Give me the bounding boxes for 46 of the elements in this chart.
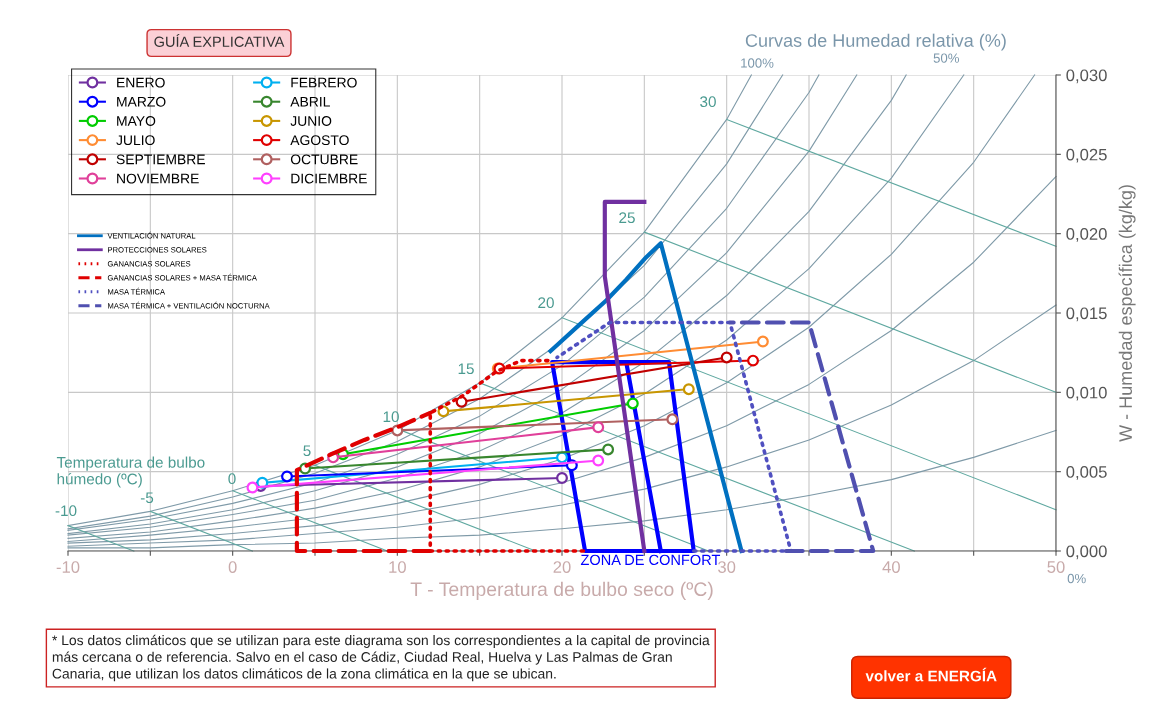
legend-title: GUÍA EXPLICATIVA [154,34,285,47]
text: 50% [933,53,960,63]
y-axis-title: W - Humedad específica (kg/kg) [1118,185,1136,442]
annotation: Temperatura de bulbo húmedo (ºC) [56,456,205,488]
legend-label: DICIEMBRE [291,173,367,184]
legend-label: OCTUBRE [290,154,358,165]
annotation: 5 [303,445,311,457]
x-tick-label: 50 [1047,561,1065,573]
x-tick-label: 40 [882,561,900,573]
x-tick-label: 20 [553,561,571,573]
legend-label: FEBRERO [291,77,357,88]
x-tick-label: -10 [56,561,80,573]
annotation: 25 [619,212,635,224]
y-tick-label: 0,025 [1066,148,1107,163]
text: volver a ENERGÍA [865,667,997,682]
annotation: 10 [383,411,399,423]
y-tick-label: 0,010 [1066,386,1107,401]
x-tick-label: 0 [228,561,237,573]
legend-label: JUNIO [290,116,332,126]
annotation: 30 [700,96,716,108]
annotation: 15 [458,363,474,375]
legend-label: JULIO [116,135,155,146]
y-tick-label: 0,030 [1066,69,1107,84]
legend-label: ABRIL [290,97,330,107]
legend-label: SEPTIEMBRE [116,154,205,165]
legend-label: MAYO [117,116,156,126]
text: 0% [1067,573,1086,584]
text: Curvas de Humedad relativa (%) [745,33,1006,51]
x-axis-title: T - Temperatura de bulbo seco (ºC) [410,581,713,600]
legend-label: ENERO [117,77,165,88]
y-tick-label: 0,005 [1066,466,1107,480]
annotation: 20 [538,297,554,309]
x-tick-label: 30 [718,561,736,573]
legend-label: MARZO [117,96,166,107]
y-tick-label: 0,020 [1066,228,1107,242]
annotation: -10 [55,505,77,517]
annotation: -5 [140,492,154,504]
annotation: 0 [228,473,236,485]
text: ZONA DE CONFORT [580,554,721,566]
text: 100% [741,58,774,68]
y-tick-label: 0,015 [1066,307,1107,322]
y-tick-label: 0,000 [1066,545,1107,560]
text: * Los datos climáticos que se utilizan para este diagrama son los correspondientes a la capital de provincia más cercana o de referencia. Salvo en el caso de Cádiz, Ciudad Real, Huelva y Las Palmas de Gran Canaria, que utilizan los datos climáticos de la zona climática en la que se ubican. [52,634,710,682]
legend-label: AGOSTO [290,135,349,146]
x-tick-label: 10 [389,561,406,573]
legend-label: NOVIEMBRE [117,173,199,184]
